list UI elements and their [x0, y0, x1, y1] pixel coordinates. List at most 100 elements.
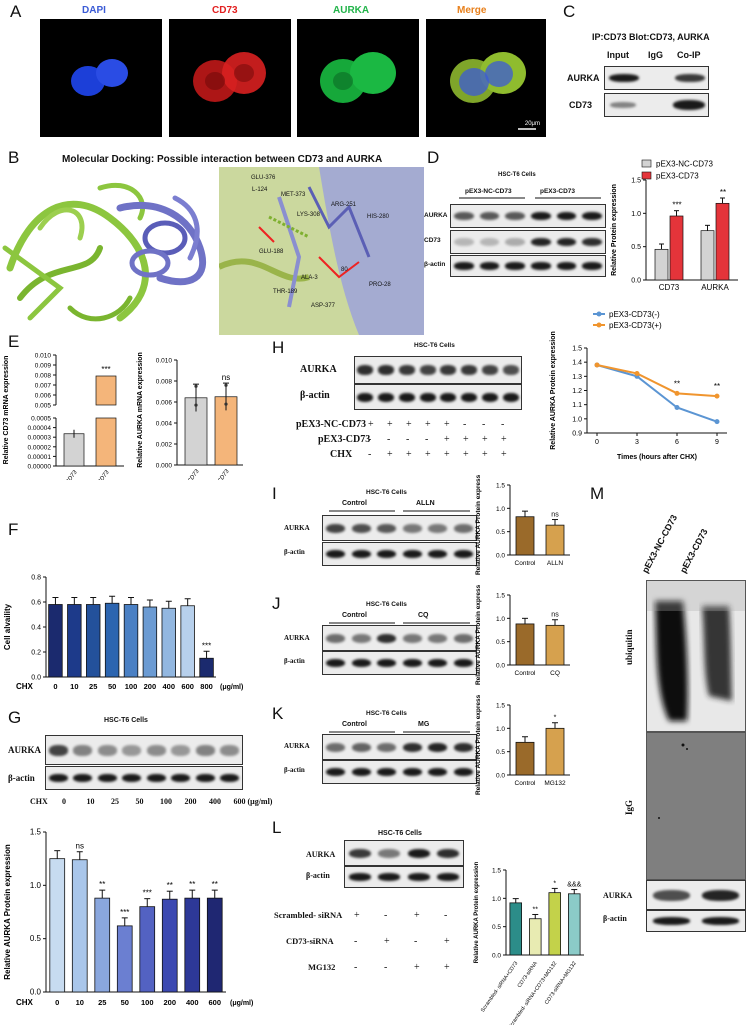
- blot-band: [428, 659, 448, 668]
- blot-band: [326, 659, 346, 668]
- label-merge: Merge: [457, 5, 487, 16]
- y-tick-label: 0.5: [496, 749, 505, 756]
- blot-band: [505, 238, 525, 247]
- x-tick-label: CQ: [550, 670, 560, 677]
- condition-mark: +: [387, 449, 393, 460]
- blot-band: [357, 365, 374, 376]
- x-tick-label: 25: [98, 998, 106, 1007]
- residue-lys308: LYS-308: [297, 212, 320, 218]
- k-group-control: Control: [342, 721, 367, 728]
- y-tick-label: 1.5: [492, 868, 501, 875]
- blot-band: [428, 633, 448, 643]
- panel-label-A: A: [10, 2, 22, 21]
- residue-met373: MET-373: [281, 192, 306, 198]
- blot-band: [419, 365, 436, 376]
- x-tick-label: 50: [121, 998, 129, 1007]
- m-lane-cd73: pEX3-CD73: [678, 527, 710, 575]
- residue-asp377: ASP-377: [311, 303, 336, 309]
- y-tick-label: 0.00000: [28, 464, 52, 471]
- x-tick-label: 0: [595, 439, 599, 446]
- y-tick-label: 0.010: [35, 353, 52, 360]
- chart-j-bar: 0.0 0.5 1.0 1.5 Control ns CQ Relative AURKA Pr…: [475, 585, 570, 685]
- x-tick-label: 200: [163, 998, 176, 1007]
- blot-m-igg: [646, 732, 746, 880]
- y-tick-label: 1.5: [572, 346, 582, 353]
- bar: [515, 516, 535, 556]
- legend-swatch: [641, 171, 652, 180]
- blot-band: [437, 873, 460, 881]
- co-ip-title: IP:CD73 Blot:CD73, AURKA: [592, 32, 710, 42]
- x-tick-label: Scrambled- siRNA+CD73: [480, 961, 519, 1014]
- blot-band: [556, 238, 577, 247]
- blot-i-actin: [322, 542, 477, 566]
- y-tick-label: 0.0: [496, 773, 505, 780]
- blot-band: [378, 392, 394, 402]
- bar: [48, 604, 63, 678]
- y-axis-label: Relative Protein expression: [611, 184, 618, 276]
- label-cd73: CD73: [212, 5, 238, 16]
- data-point: [224, 383, 228, 387]
- blot-band: [481, 365, 498, 376]
- y-tick-label: 0.009: [35, 363, 52, 370]
- blot-band: [582, 238, 602, 247]
- blot-c-aurka: [604, 66, 709, 90]
- blot-band: [73, 774, 93, 783]
- condition-label: CD73-siRNA: [286, 936, 334, 946]
- significance-label: ***: [202, 641, 211, 650]
- significance-label: *: [554, 715, 557, 722]
- blot-band: [454, 238, 474, 247]
- panel-label-J: J: [272, 594, 281, 613]
- blot-band: [351, 768, 371, 777]
- k-cells: HSC-T6 Cells: [366, 710, 407, 717]
- blot-band: [502, 392, 519, 402]
- x-tick-label: 6: [675, 439, 679, 446]
- i-row-actin: β-actin: [284, 548, 305, 556]
- condition-mark: +: [406, 419, 412, 430]
- significance-label: ns: [551, 512, 559, 519]
- x-tick-label: 3: [635, 439, 639, 446]
- residue-glu376: GLU-376: [251, 175, 276, 181]
- x-tick-label: AURKA: [701, 283, 729, 292]
- y-tick-label: 1.0: [30, 881, 42, 890]
- condition-mark: +: [425, 419, 431, 430]
- blot-band: [377, 523, 397, 533]
- condition-mark: -: [501, 419, 505, 430]
- y-tick-label: 0.0: [496, 553, 505, 560]
- l-cells: HSC-T6 Cells: [378, 830, 422, 837]
- blot-band: [326, 523, 346, 533]
- legend-marker: [596, 311, 602, 317]
- y-axis-label: Relative AURKA Protein expression: [475, 585, 482, 685]
- x-tick-label: ALLN: [547, 560, 564, 567]
- unit-label: (μg/ml): [230, 1000, 253, 1007]
- blot-band: [326, 768, 346, 777]
- x-tick-label: 25: [89, 682, 97, 691]
- blot-band: [556, 262, 577, 270]
- m-lane-nc: pEX3-NC-CD73: [640, 513, 680, 575]
- blot-band: [73, 744, 93, 756]
- y-tick-label: 0.5: [631, 244, 641, 251]
- legend-label: pEX3-NC-CD73: [656, 160, 713, 169]
- bar: [139, 906, 156, 993]
- blot-d-cd73: [450, 230, 606, 254]
- significance-label: ns: [76, 842, 84, 851]
- bar: [104, 602, 120, 678]
- condition-mark: -: [444, 910, 448, 921]
- docking-zoom: GLU-376 L-124 MET-373 ARG-251 LYS-308 HI…: [219, 167, 424, 335]
- condition-mark: +: [354, 910, 360, 921]
- y-tick-label: 0.008: [156, 379, 173, 386]
- blot-band: [582, 212, 602, 221]
- blot-d-actin: [450, 255, 606, 277]
- blot-k-actin: [322, 760, 477, 784]
- chart-d-bar: 0.0 0.5 1.0 1.5 *** CD73 ** AURKA Relative Prote…: [611, 160, 738, 292]
- condition-mark: +: [501, 449, 507, 460]
- blot-band: [326, 742, 346, 752]
- condition-mark: -: [384, 910, 388, 921]
- blot-band: [220, 744, 240, 756]
- blot-band: [351, 659, 371, 668]
- y-axis-label: Relative AURKA Protein expression: [475, 475, 482, 575]
- x-tick-label: 400: [163, 682, 176, 691]
- significance-label: **: [533, 906, 539, 913]
- y-tick-label: 0.006: [35, 393, 52, 400]
- blot-band: [377, 742, 397, 752]
